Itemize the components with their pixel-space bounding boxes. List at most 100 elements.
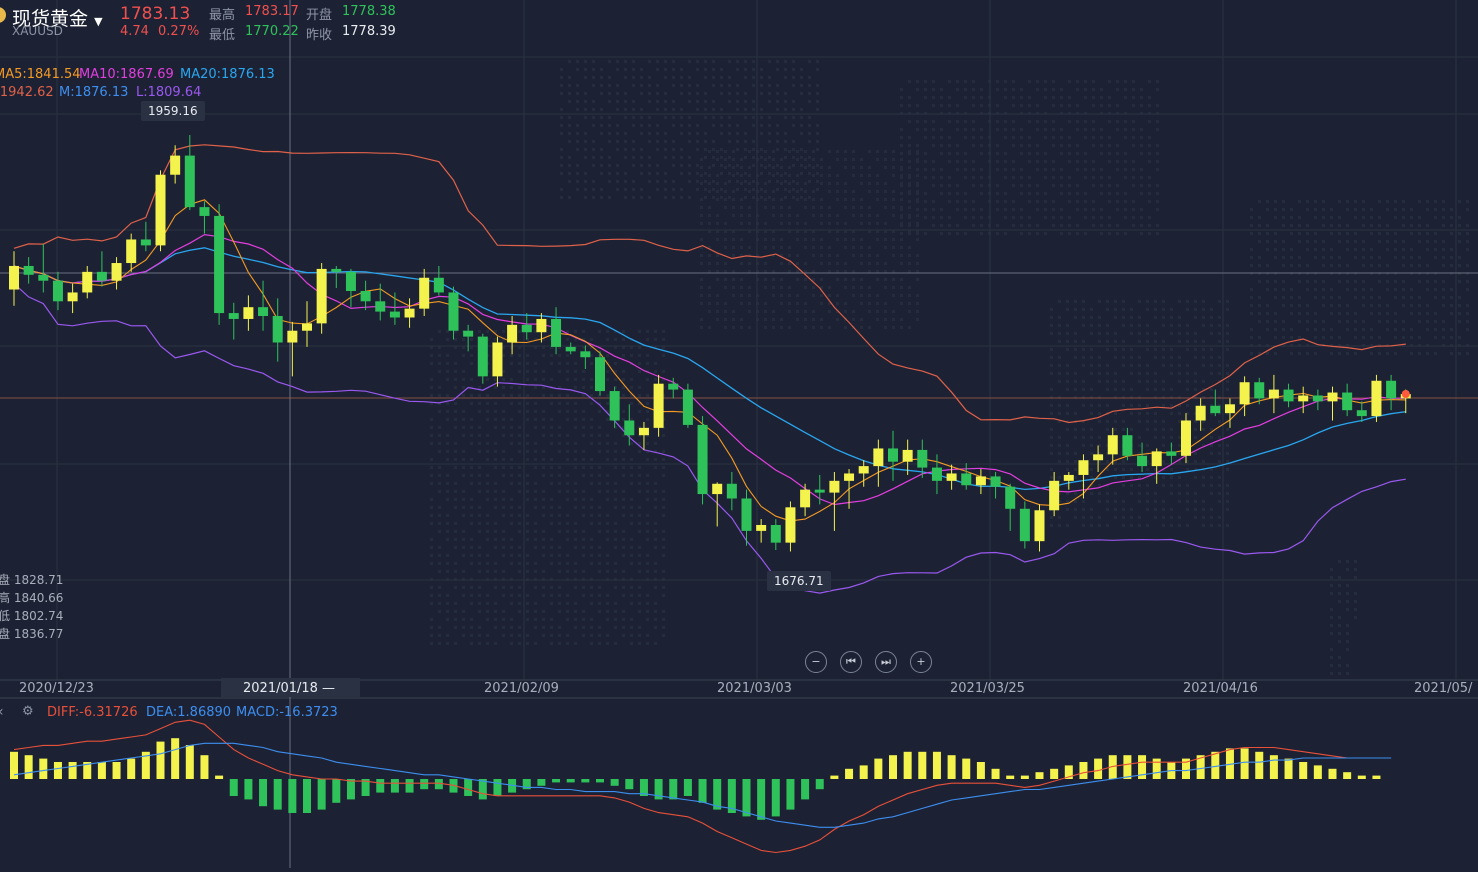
map-dot bbox=[1250, 352, 1253, 355]
map-dot bbox=[606, 538, 609, 541]
map-dot bbox=[792, 164, 795, 167]
map-dot bbox=[430, 642, 433, 645]
map-dot bbox=[454, 450, 457, 453]
map-dot bbox=[820, 246, 823, 249]
map-dot bbox=[478, 570, 481, 573]
map-dot bbox=[1450, 216, 1453, 219]
map-dot bbox=[788, 310, 791, 313]
map-dot bbox=[1354, 312, 1357, 315]
map-dot bbox=[600, 76, 603, 79]
map-dot bbox=[1082, 500, 1085, 503]
map-dot bbox=[900, 168, 903, 171]
map-dot bbox=[892, 238, 895, 241]
map-dot bbox=[940, 216, 943, 219]
map-dot bbox=[462, 370, 465, 373]
zoom-in-icon[interactable]: + bbox=[910, 651, 932, 673]
map-dot bbox=[1116, 144, 1119, 147]
map-dot bbox=[430, 458, 433, 461]
price-change-pct: 0.27% bbox=[158, 24, 200, 39]
map-dot bbox=[964, 128, 967, 131]
map-dot bbox=[1058, 412, 1061, 415]
map-dot bbox=[680, 156, 683, 159]
map-dot bbox=[542, 634, 545, 637]
map-dot bbox=[1274, 208, 1277, 211]
map-dot bbox=[1402, 288, 1405, 291]
candle-body bbox=[580, 351, 591, 358]
map-dot bbox=[1020, 144, 1023, 147]
map-dot bbox=[720, 92, 723, 95]
map-dot bbox=[916, 278, 919, 281]
chevron-down-icon[interactable]: ▼ bbox=[94, 15, 103, 28]
map-dot bbox=[462, 618, 465, 621]
map-dot bbox=[1162, 316, 1165, 319]
map-dot bbox=[712, 196, 715, 199]
macd-bar bbox=[185, 745, 194, 779]
map-dot bbox=[1122, 460, 1125, 463]
map-dot bbox=[638, 330, 641, 333]
map-dot bbox=[852, 270, 855, 273]
map-dot bbox=[1036, 200, 1039, 203]
map-dot bbox=[900, 136, 903, 139]
map-dot bbox=[876, 158, 879, 161]
open-value: 1778.38 bbox=[342, 4, 396, 19]
step-back-icon[interactable]: ⏮ bbox=[840, 651, 862, 673]
map-dot bbox=[662, 498, 665, 501]
map-dot bbox=[558, 386, 561, 389]
map-dot bbox=[1156, 160, 1159, 163]
map-dot bbox=[908, 302, 911, 305]
map-dot bbox=[780, 326, 783, 329]
map-dot bbox=[648, 92, 651, 95]
map-dot bbox=[454, 498, 457, 501]
map-dot bbox=[924, 168, 927, 171]
map-dot bbox=[1322, 320, 1325, 323]
map-dot bbox=[1084, 88, 1087, 91]
step-forward-icon[interactable]: ⏭ bbox=[875, 651, 897, 673]
map-dot bbox=[576, 92, 579, 95]
map-dot bbox=[804, 190, 807, 193]
settings-icon[interactable]: ⚙ bbox=[22, 704, 34, 719]
map-dot bbox=[1178, 412, 1181, 415]
map-dot bbox=[964, 216, 967, 219]
map-dot bbox=[884, 326, 887, 329]
map-dot bbox=[430, 634, 433, 637]
map-dot bbox=[600, 108, 603, 111]
chevron-left-icon[interactable]: ‹ bbox=[0, 704, 4, 720]
map-dot bbox=[1050, 428, 1053, 431]
map-dot bbox=[1060, 152, 1063, 155]
macd-bar bbox=[859, 765, 868, 779]
map-dot bbox=[518, 626, 521, 629]
map-dot bbox=[430, 514, 433, 517]
map-dot bbox=[772, 286, 775, 289]
map-dot bbox=[1052, 96, 1055, 99]
map-dot bbox=[462, 418, 465, 421]
instrument-name[interactable]: 现货黄金 ▼ bbox=[12, 4, 103, 31]
map-dot bbox=[1154, 500, 1157, 503]
map-dot bbox=[462, 626, 465, 629]
map-dot bbox=[940, 224, 943, 227]
map-dot bbox=[606, 562, 609, 565]
map-dot bbox=[1202, 364, 1205, 367]
x-tick-label: 2021/03/25 bbox=[950, 681, 1025, 696]
map-dot bbox=[1138, 380, 1141, 383]
map-dot bbox=[1154, 436, 1157, 439]
map-dot bbox=[656, 100, 659, 103]
map-dot bbox=[590, 498, 593, 501]
map-dot bbox=[600, 92, 603, 95]
map-dot bbox=[1194, 492, 1197, 495]
map-dot bbox=[462, 394, 465, 397]
map-dot bbox=[590, 418, 593, 421]
map-dot bbox=[1194, 428, 1197, 431]
map-dot bbox=[1466, 224, 1469, 227]
map-dot bbox=[860, 182, 863, 185]
map-dot bbox=[1170, 468, 1173, 471]
map-dot bbox=[1020, 152, 1023, 155]
map-dot bbox=[614, 586, 617, 589]
map-dot bbox=[900, 166, 903, 169]
map-dot bbox=[648, 84, 651, 87]
map-dot bbox=[1058, 492, 1061, 495]
map-dot bbox=[1306, 352, 1309, 355]
zoom-out-icon[interactable]: − bbox=[805, 651, 827, 673]
map-dot bbox=[852, 214, 855, 217]
